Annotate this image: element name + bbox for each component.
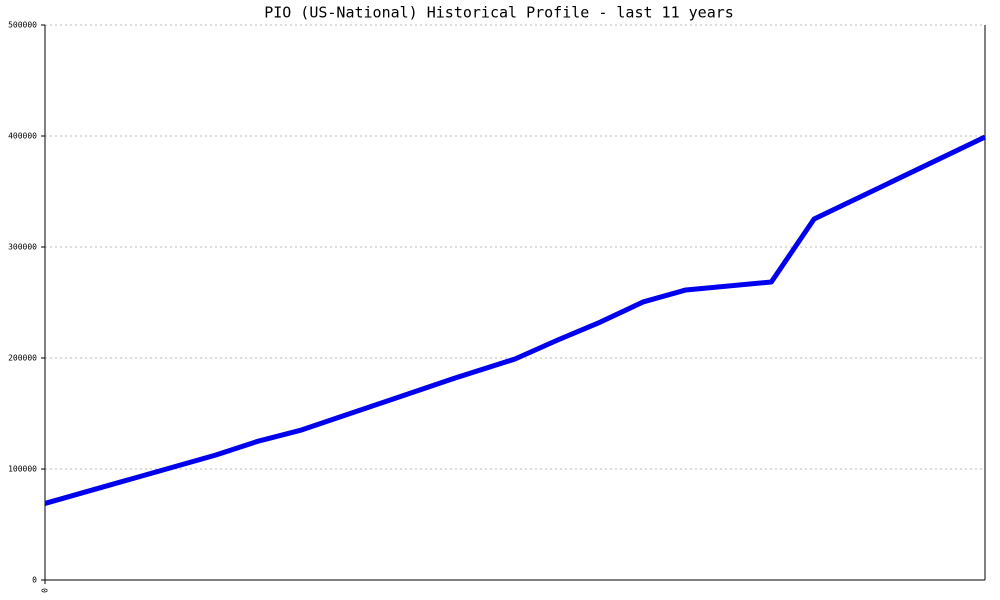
- chart-title: PIO (US-National) Historical Profile - l…: [264, 4, 734, 22]
- y-tick-label: 300000: [8, 243, 37, 252]
- y-tick-label: 200000: [8, 354, 37, 363]
- data-line: [44, 134, 987, 506]
- y-tick-label: 0: [32, 576, 37, 585]
- y-tick-label: 400000: [8, 132, 37, 141]
- y-tick-label: 500000: [8, 21, 37, 30]
- x-tick-label: 0: [41, 588, 50, 593]
- y-tick-label: 100000: [8, 465, 37, 474]
